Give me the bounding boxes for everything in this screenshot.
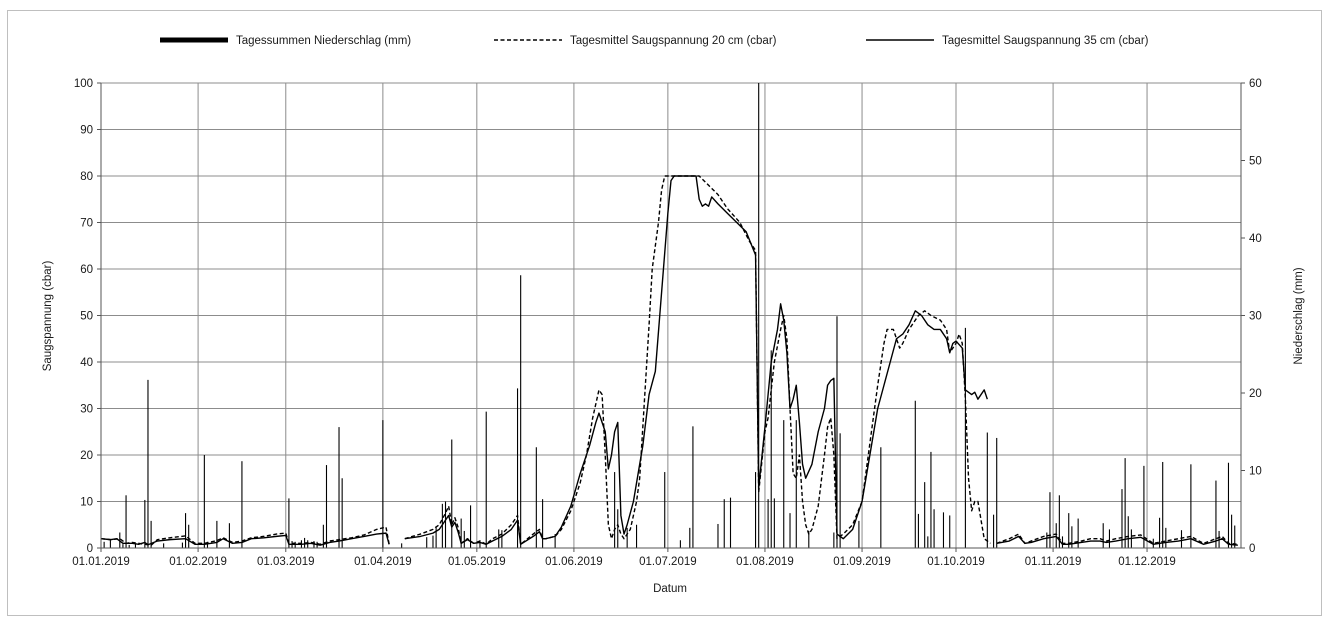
x-tick-label: 01.10.2019 bbox=[927, 556, 985, 568]
legend-label-suction-35cm: Tagesmittel Saugspannung 35 cm (cbar) bbox=[942, 35, 1149, 47]
legend-label-precipitation: Tagessummen Niederschlag (mm) bbox=[236, 35, 411, 47]
y-tick-label: 10 bbox=[80, 497, 93, 509]
x-tick-label: 01.11.2019 bbox=[1025, 556, 1082, 568]
legend-label-suction-20cm: Tagesmittel Saugspannung 20 cm (cbar) bbox=[570, 35, 777, 47]
y2-axis-ticks: 0 10 20 30 40 50 60 bbox=[1241, 78, 1262, 555]
y-axis-ticks: 0 10 20 30 40 50 60 70 80 90 100 bbox=[74, 78, 101, 555]
x-tick-label: 01.03.2019 bbox=[257, 556, 315, 568]
y2-tick-label: 60 bbox=[1249, 78, 1262, 90]
suction-20cm-line bbox=[996, 533, 1238, 545]
x-tick-label: 01.09.2019 bbox=[833, 556, 891, 568]
x-tick-label: 01.01.2019 bbox=[72, 556, 130, 568]
suction-35cm-line bbox=[404, 175, 988, 545]
y2-tick-label: 0 bbox=[1249, 543, 1255, 555]
y2-tick-label: 10 bbox=[1249, 466, 1262, 478]
y2-tick-label: 20 bbox=[1249, 388, 1262, 400]
y2-tick-label: 40 bbox=[1249, 233, 1262, 245]
suction-20cm-line bbox=[404, 175, 991, 545]
y-axis-title: Saugspannung (cbar) bbox=[42, 261, 54, 372]
y-tick-label: 70 bbox=[80, 218, 93, 230]
y-tick-label: 40 bbox=[80, 357, 93, 369]
gridlines bbox=[101, 82, 1241, 548]
y-tick-label: 60 bbox=[80, 264, 93, 276]
y-tick-label: 0 bbox=[87, 543, 93, 555]
x-tick-label: 01.08.2019 bbox=[736, 556, 794, 568]
x-axis-ticks: 01.01.2019 01.02.2019 01.03.2019 01.04.2019… bbox=[72, 548, 1176, 568]
legend-item-precipitation: Tagessummen Niederschlag (mm) bbox=[160, 35, 411, 47]
y2-tick-label: 30 bbox=[1249, 311, 1262, 323]
suction-35cm-line bbox=[996, 535, 1238, 546]
x-axis-title: Datum bbox=[653, 583, 687, 595]
legend-item-suction-35cm: Tagesmittel Saugspannung 35 cm (cbar) bbox=[866, 35, 1149, 47]
suction-35cm-line bbox=[100, 532, 390, 546]
y2-axis-title: Niederschlag (mm) bbox=[1293, 267, 1305, 364]
y-tick-label: 80 bbox=[80, 171, 93, 183]
y-tick-label: 50 bbox=[80, 311, 93, 323]
suction-lines bbox=[100, 175, 1238, 546]
x-tick-label: 01.02.2019 bbox=[169, 556, 227, 568]
x-tick-label: 01.07.2019 bbox=[639, 556, 697, 568]
x-tick-label: 01.05.2019 bbox=[448, 556, 506, 568]
legend: Tagessummen Niederschlag (mm) Tagesmitte… bbox=[160, 35, 1149, 47]
legend-item-suction-20cm: Tagesmittel Saugspannung 20 cm (cbar) bbox=[494, 35, 777, 47]
x-tick-label: 01.06.2019 bbox=[545, 556, 603, 568]
x-tick-label: 01.12.2019 bbox=[1118, 556, 1176, 568]
x-tick-label: 01.04.2019 bbox=[354, 556, 412, 568]
y-tick-label: 30 bbox=[80, 404, 93, 416]
y2-tick-label: 50 bbox=[1249, 156, 1262, 168]
y-tick-label: 90 bbox=[80, 125, 93, 137]
y-tick-label: 20 bbox=[80, 450, 93, 462]
y-tick-label: 100 bbox=[74, 78, 93, 90]
